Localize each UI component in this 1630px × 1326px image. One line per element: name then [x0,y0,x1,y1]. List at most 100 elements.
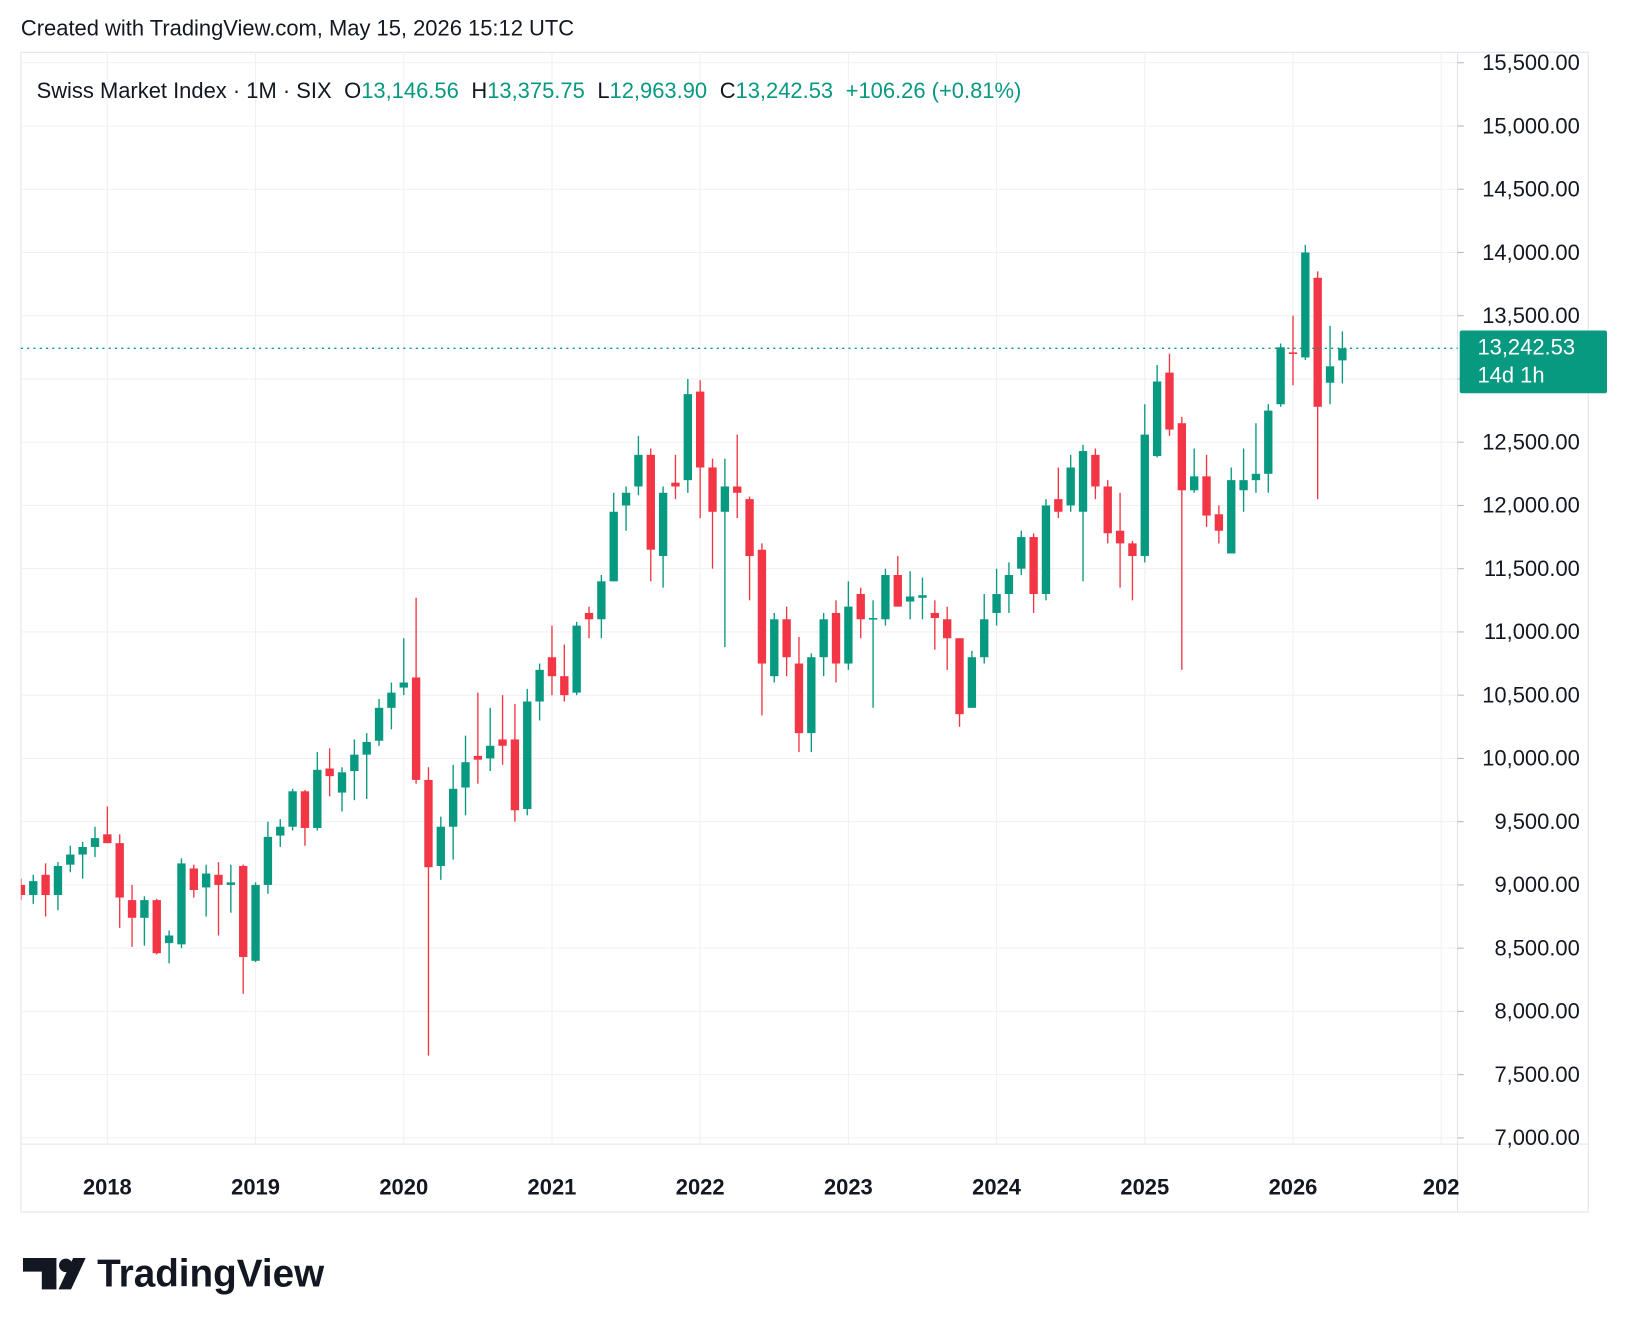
candle-body [448,788,458,827]
candle-body [708,467,717,512]
candle-body [955,638,964,715]
candle-body [942,619,952,639]
candle-body [1227,480,1236,554]
candle-body [683,394,692,481]
y-tick-label: 14,500.00 [1482,177,1580,202]
candle-body [893,575,902,607]
x-tick-label: 2023 [824,1174,873,1199]
candle-body [214,874,223,885]
candle-body [20,884,26,896]
candle-body [844,606,853,664]
y-tick-label: 14,000.00 [1482,240,1580,265]
y-tick-label: 15,500.00 [1482,50,1580,75]
close-key: C [720,78,736,103]
brand: TradingView [97,1252,325,1295]
candle-body [967,657,977,708]
candle-body [461,762,470,788]
candle-body [597,581,606,620]
low-key: L [597,78,609,103]
candle-body [1239,480,1248,491]
candle-body [41,874,50,896]
candle-body [720,486,730,512]
x-tick-label: 202 [1423,1174,1460,1199]
candles [20,244,1347,1056]
candle-body [53,865,63,896]
change: +106.26 (+0.81%) [846,78,1022,103]
candle-body [905,596,915,602]
candle-body [1325,366,1335,383]
candle-body [757,549,767,664]
candle-body [201,873,211,888]
candle-body [1004,575,1014,594]
candle-body [1313,277,1322,407]
candle-body [609,511,618,582]
candle-body [1276,347,1285,405]
candle-body [1288,352,1298,354]
candle-body [794,663,804,734]
y-tick-label: 11,000.00 [1484,619,1580,644]
candle-body [350,754,359,772]
y-tick-label: 13,500.00 [1482,303,1580,328]
candle-body [1066,467,1075,506]
candle-body [226,882,236,885]
candle-body [374,707,384,741]
candle-body [127,900,137,918]
candle-body [535,669,544,702]
candle-body [473,755,483,760]
candle-body [584,612,594,620]
candle-body [782,619,791,658]
candle-body [177,863,186,945]
candle-body [1017,537,1026,569]
y-tick-label: 10,500.00 [1482,682,1580,707]
candle-body [560,676,569,696]
candle-body [300,791,310,828]
candle-body [1264,410,1273,474]
grid [20,52,1458,1145]
candle-body [1115,530,1125,544]
candle-body [288,791,297,827]
candle-body [1078,451,1088,512]
low-value: 12,963.90 [610,78,708,103]
candle-body [918,595,927,598]
candle-body [1103,486,1112,534]
candle-body [1152,381,1162,457]
x-tick-label: 2026 [1269,1174,1318,1199]
candle-body [1140,434,1149,557]
candle-body [770,619,779,677]
candle-body [387,692,396,708]
candle-body [1054,499,1063,512]
candle-body [325,768,334,777]
x-tick-label: 2024 [972,1174,1022,1199]
candle-body [831,612,841,664]
candle-body [399,682,408,688]
close-value: 13,242.53 [736,78,834,103]
high-key: H [471,78,487,103]
x-tick-label: 2021 [528,1174,577,1199]
candle-body [251,884,260,961]
candle-body [103,834,112,844]
candle-body [436,826,445,866]
candle-body [658,492,668,557]
candle-body [263,836,273,885]
candle-body [1202,476,1211,516]
candle-body [411,677,421,780]
candle-body [189,868,198,890]
credit: Created with TradingView.com, May 15, 20… [21,16,574,41]
candle-body [745,499,754,557]
candle-body [695,391,705,468]
price-tag [1459,330,1608,394]
candle-body [337,772,347,793]
candle-body [239,865,248,958]
candle-body [152,900,161,954]
x-tick-label: 2019 [231,1174,280,1199]
symbol: Swiss Market Index · 1M · SIX [37,78,332,103]
y-tick-label: 8,500.00 [1494,935,1579,960]
candle-body [1190,476,1199,491]
candle-body [807,657,816,734]
open-value: 13,146.56 [361,78,459,103]
candle-body [276,826,285,836]
candle-body [1041,505,1051,594]
y-tick-label: 7,500.00 [1494,1062,1579,1087]
y-tick-label: 11,500.00 [1484,556,1580,581]
